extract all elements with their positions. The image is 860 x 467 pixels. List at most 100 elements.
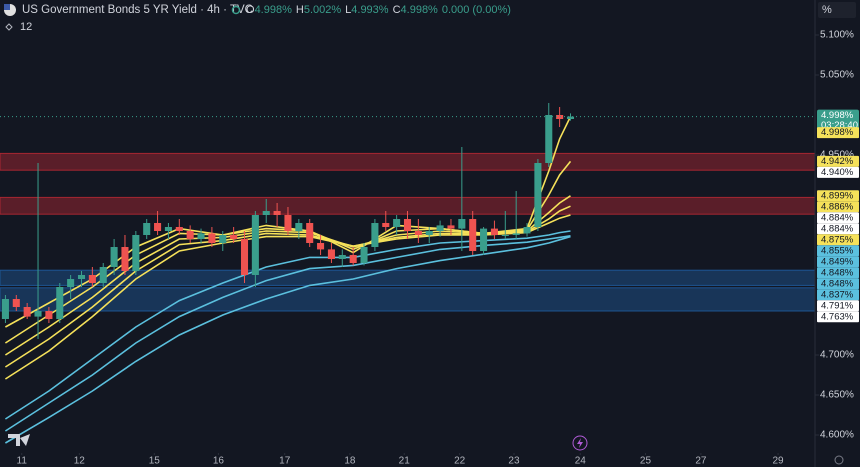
candle-body [512,233,520,235]
last-price-box [817,109,859,132]
x-tick-label: 12 [74,456,86,467]
candle-body [317,243,325,250]
price-label: 4.763% [821,311,854,322]
candle-body [338,255,346,259]
x-tick-label: 17 [279,456,291,467]
candle-body [12,299,20,307]
unit-button[interactable] [818,2,856,18]
candle-body [273,211,281,215]
moving-average-line [4,235,571,432]
candle-body [469,219,477,251]
candle-body [175,227,183,231]
candle-body [490,228,498,235]
status-dot [231,5,241,15]
price-label-box [817,311,859,323]
indicator-count[interactable]: 12 [20,21,32,33]
candle-body [219,235,227,243]
price-label-box [817,289,859,301]
y-tick-label: 4.650% [820,390,854,401]
candle-body [240,239,249,275]
candle-body [349,255,357,263]
candle-body [566,116,575,119]
price-label: 4.848% [821,267,854,278]
candle-body [501,235,509,236]
candle-body [143,223,151,235]
plot-area [0,103,816,444]
price-label: 4.837% [821,289,854,300]
ohlc-header: O4.998% H5.002% L4.993% C4.998% 0.000 (0.00%… [246,4,511,16]
candle-body [523,227,531,234]
x-tick-label: 11 [17,456,28,467]
zone [0,152,816,171]
c-label: C [393,4,401,16]
price-label: 4.849% [821,256,854,267]
price-label-box [817,223,859,235]
candle-body [425,231,433,235]
candle-body [306,223,314,243]
price-label: 4.886% [821,201,854,212]
price-label-box [817,245,859,257]
candle-body [371,223,379,247]
y-tick-label: 4.600% [820,430,854,441]
candle-body [382,223,390,227]
x-tick-label: 25 [640,456,652,467]
last-price-label: 4.998% [821,110,854,121]
candle-body [154,223,162,231]
candle-body [197,233,205,239]
candle-body [545,115,553,163]
price-label-box [817,127,859,139]
candle-body [447,225,455,229]
candle-body [56,287,64,319]
price-label-box [817,201,859,213]
candle-body [77,275,86,279]
price-label-box [817,267,859,279]
x-tick-label: 15 [149,456,161,467]
x-tick-label: 24 [575,456,587,467]
price-label-box [817,166,859,178]
price-label-box [817,300,859,312]
candle-body [1,299,9,319]
candle-body [121,247,129,271]
candle-body [436,225,444,231]
o-value: 4.998% [255,4,293,16]
candle-body [230,235,238,239]
price-label: 4.899% [821,190,854,201]
price-label-box [817,212,859,224]
tv-logo [8,434,30,446]
candle-body [556,115,564,119]
price-label: 4.998% [821,127,854,138]
settings-icon[interactable] [834,455,844,465]
candle-body [88,275,96,283]
candle-body [45,311,53,319]
moving-average-line [4,235,571,444]
price-label: 4.940% [821,167,854,178]
price-label: 4.884% [821,212,854,223]
y-tick-label: 5.050% [820,70,854,81]
price-label: 4.855% [821,245,854,256]
y-tick-label: 4.700% [820,350,854,361]
event-icon[interactable] [572,435,588,451]
o-label: O [246,4,255,16]
candle-body [480,228,488,251]
event-icon-bolt[interactable] [577,438,583,448]
change-value: 0.000 (0.00%) [442,4,511,16]
indicator-toggle[interactable] [5,23,13,31]
x-tick-label: 23 [508,456,520,467]
flag-icon-canton [4,4,10,10]
l-label: L [345,4,351,16]
candle-body [284,215,292,231]
price-label-box [817,190,859,202]
candle-body [262,211,270,215]
candle-body [34,311,42,317]
axis-unit[interactable]: % [822,4,832,16]
candle-body [132,235,140,271]
countdown-label: 03:28:40 [821,120,858,131]
price-label: 4.942% [821,156,854,167]
c-value: 4.998% [401,4,439,16]
l-value: 4.993% [351,4,389,16]
candle-body [534,163,542,227]
x-tick-label: 22 [454,456,466,467]
price-label-box [817,256,859,268]
candle-body [403,219,412,231]
